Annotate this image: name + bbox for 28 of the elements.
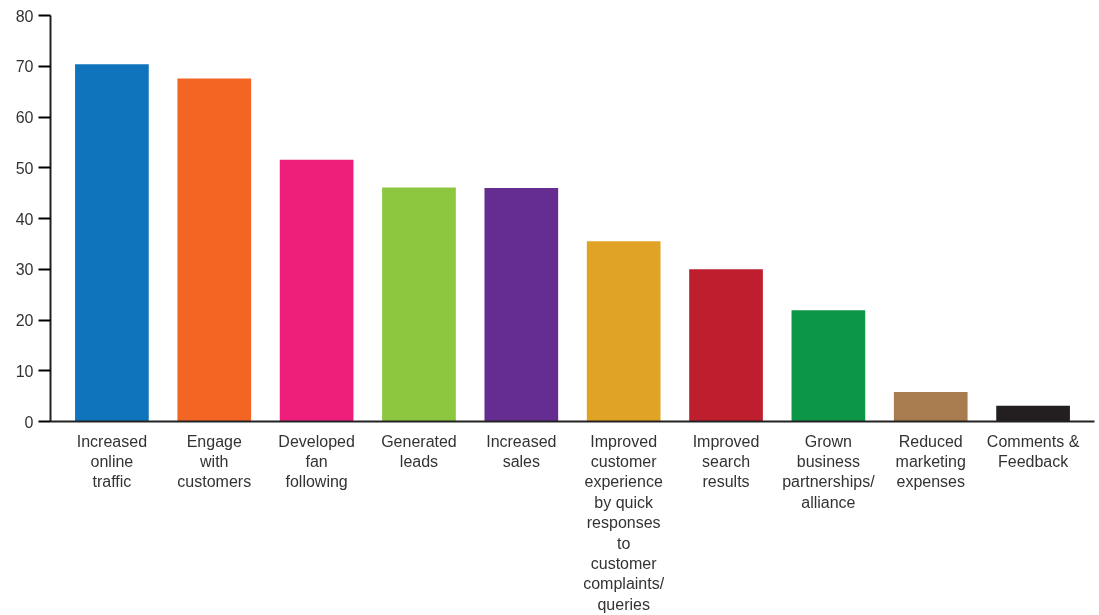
x-tick-label: Reduced marketing expenses: [895, 432, 966, 491]
y-tick-label: 0: [24, 413, 34, 431]
x-tick-label: Developed fan following: [278, 432, 355, 491]
x-tick-label: Grown business partnerships/ alliance: [782, 432, 876, 511]
y-tick-label: 50: [15, 159, 34, 177]
bar: [382, 187, 456, 422]
bar: [279, 159, 354, 422]
y-tick-label: 20: [15, 312, 34, 329]
y-tick-label: 30: [15, 261, 34, 279]
y-tick-label: 40: [15, 210, 34, 228]
bar: [586, 241, 661, 422]
y-tick-label: 60: [15, 109, 34, 126]
x-tick-label: Comments & Feedback: [986, 432, 1080, 470]
x-tick-label: Improved search results: [692, 432, 760, 491]
y-tick-label: 70: [15, 58, 34, 76]
bar: [177, 78, 252, 422]
bar: [689, 269, 763, 422]
x-tick-label: Engage with customers: [177, 432, 252, 491]
x-tick-label: Increased sales: [486, 432, 557, 470]
bar: [791, 310, 866, 422]
x-tick-label: Generated leads: [381, 432, 457, 470]
bar: [484, 188, 559, 422]
y-tick-label: 10: [15, 362, 34, 380]
y-tick-label: 80: [15, 7, 34, 25]
category-label: Improved customer experience by quick responses to customer complaints/ queries: [583, 432, 665, 613]
bar: [893, 392, 968, 422]
bar: [75, 64, 149, 422]
x-tick-label: Increased online traffic: [76, 432, 148, 491]
